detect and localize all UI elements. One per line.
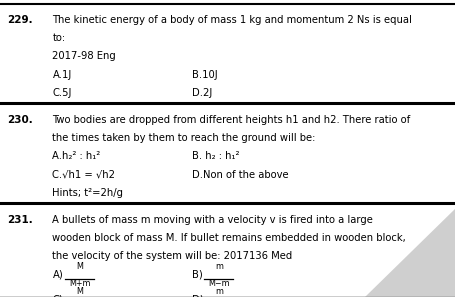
Text: C.√h1 = √h2: C.√h1 = √h2 [52, 170, 115, 180]
Text: Hints; t²=2h/g: Hints; t²=2h/g [52, 188, 123, 198]
Text: B): B) [191, 270, 202, 280]
Text: The kinetic energy of a body of mass 1 kg and momentum 2 Ns is equal: The kinetic energy of a body of mass 1 k… [52, 15, 411, 25]
Text: to:: to: [52, 33, 66, 43]
Text: M: M [76, 287, 83, 296]
Text: B. h₂ : h₁²: B. h₂ : h₁² [191, 151, 238, 161]
Text: 231.: 231. [7, 214, 32, 225]
Text: A bullets of mass m moving with a velocity v is fired into a large: A bullets of mass m moving with a veloci… [52, 214, 373, 225]
Text: C.5J: C.5J [52, 88, 71, 98]
Text: m: m [214, 262, 222, 271]
Text: D): D) [191, 295, 202, 297]
Text: wooden block of mass M. If bullet remains embedded in wooden block,: wooden block of mass M. If bullet remain… [52, 233, 405, 243]
Text: B.10J: B.10J [191, 70, 217, 80]
Text: Two bodies are dropped from different heights h1 and h2. There ratio of: Two bodies are dropped from different he… [52, 115, 410, 124]
Polygon shape [364, 208, 455, 297]
Text: C): C) [52, 295, 63, 297]
Text: M−m: M−m [207, 279, 229, 288]
Text: 229.: 229. [7, 15, 32, 25]
Text: 230.: 230. [7, 115, 32, 124]
Text: the times taken by them to reach the ground will be:: the times taken by them to reach the gro… [52, 133, 315, 143]
Text: M+m: M+m [69, 279, 91, 288]
Text: A.h₂² : h₁²: A.h₂² : h₁² [52, 151, 101, 161]
Text: A): A) [52, 270, 63, 280]
Text: 2017-98 Eng: 2017-98 Eng [52, 51, 116, 61]
Text: the velocity of the system will be: 2017136 Med: the velocity of the system will be: 2017… [52, 251, 292, 261]
Text: A.1J: A.1J [52, 70, 71, 80]
Text: m: m [214, 287, 222, 296]
Text: M: M [76, 262, 83, 271]
Text: D.2J: D.2J [191, 88, 211, 98]
Text: D.Non of the above: D.Non of the above [191, 170, 288, 180]
